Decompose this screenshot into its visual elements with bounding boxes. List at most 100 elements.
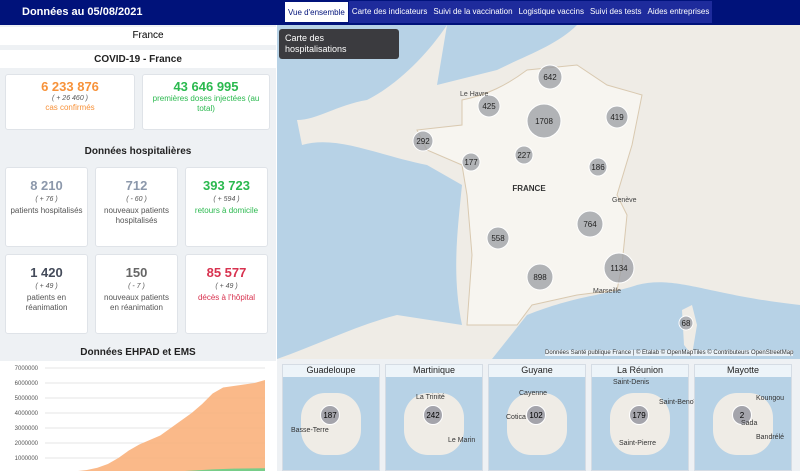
cluster-bubble xyxy=(605,105,629,129)
cluster-count: 425 xyxy=(482,102,496,111)
area xyxy=(78,380,265,471)
y-tick-label: 6000000 xyxy=(15,381,39,387)
y-tick-label: 5000000 xyxy=(15,396,39,402)
place-label: Saint-Pierre xyxy=(619,440,656,447)
card-value: 1 420 xyxy=(30,265,63,280)
card-label: nouveaux patients en réanimation xyxy=(104,293,169,312)
cluster-bubble xyxy=(486,226,510,250)
cluster-bubble xyxy=(514,145,534,165)
cluster-bubble: 102 xyxy=(526,405,546,425)
cluster-bubble xyxy=(526,103,562,139)
card-label: patients hospitalisés xyxy=(10,206,83,215)
card-delta: ( + 49 ) xyxy=(215,283,238,290)
kpi-label: premières doses injectées (au total) xyxy=(152,94,260,113)
overseas-name: Martinique xyxy=(386,365,482,377)
kpi-label: cas confirmés xyxy=(45,103,95,112)
tab[interactable]: Logistique vaccins xyxy=(518,7,584,16)
cluster-count: 186 xyxy=(591,163,605,172)
cluster-count: 764 xyxy=(583,220,597,229)
city-label: Le Havre xyxy=(460,91,489,98)
section-title: COVID-19 - France xyxy=(0,50,276,68)
hospital-card: 712 ( - 60 ) nouveaux patients hospitalisé… xyxy=(95,167,178,247)
selector-text: Carte des hospitalisations xyxy=(285,33,347,54)
hospital-card: 8 210 ( + 76 ) patients hospitalisés xyxy=(5,167,88,247)
overseas-name: La Réunion xyxy=(592,365,688,377)
map: 642 425 1708 419 292 177 227 186 764 558 898 1134 68… xyxy=(277,25,800,359)
hospital-card: 85 577 ( + 49 ) décès à l'hôpital xyxy=(185,254,268,334)
cluster-bubble xyxy=(576,210,604,238)
tabs: Vue d'ensemble Carte des indicateurs Suivi… xyxy=(284,1,713,23)
cluster-bubble xyxy=(588,157,608,177)
card-delta: ( - 7 ) xyxy=(128,283,145,290)
card-value: 85 577 xyxy=(206,265,247,280)
place-label: Cayenne xyxy=(519,390,548,397)
kpi-card: 43 646 995 premières doses injectées (au … xyxy=(142,74,270,130)
card-delta: ( - 60 ) xyxy=(126,196,147,203)
overseas-map: Martinique 242 La Trinité Le Marin xyxy=(385,364,483,471)
overseas-name: Guadeloupe xyxy=(283,365,379,377)
place-label: Basse-Terre xyxy=(291,427,329,434)
place-label: Cotica xyxy=(506,414,526,421)
cluster-count: 558 xyxy=(491,234,505,243)
city-label: Genève xyxy=(612,197,637,204)
cluster-count: 68 xyxy=(682,319,691,328)
overseas-map: Mayotte 2 Koungou Sada Bandrélé xyxy=(694,364,792,471)
place-label: Le Marin xyxy=(448,437,476,444)
cluster-count: 177 xyxy=(464,158,478,167)
section-title: Données hospitalières xyxy=(84,146,192,157)
overseas-name: Mayotte xyxy=(695,365,791,377)
country-label: FRANCE xyxy=(512,184,546,193)
cluster-count: 292 xyxy=(416,137,430,146)
cluster-count: 642 xyxy=(543,73,557,82)
region: France xyxy=(0,27,276,45)
cluster-count: 1708 xyxy=(535,117,553,126)
section-title: Données EHPAD et EMS xyxy=(80,347,196,358)
cluster-bubble xyxy=(678,315,694,331)
card-delta: ( + 76 ) xyxy=(35,196,58,203)
tab[interactable]: Aides entreprises xyxy=(647,7,710,16)
card-value: 8 210 xyxy=(30,178,63,193)
tab[interactable]: Suivi de la vaccination xyxy=(433,7,513,16)
cluster-bubble xyxy=(603,252,635,284)
place-label: Koungou xyxy=(756,395,785,402)
tab[interactable]: Vue d'ensemble xyxy=(284,1,349,23)
cluster-bubble: 179 xyxy=(629,405,649,425)
y-tick-label: 4000000 xyxy=(15,411,39,417)
overseas-map: Guadeloupe 187 Basse-Terre xyxy=(282,364,380,471)
cluster-bubble: 187 xyxy=(320,405,340,425)
map-selector[interactable]: Carte des hospitalisations xyxy=(279,29,399,59)
card-label: retours à domicile xyxy=(194,206,259,215)
card-delta: ( + 594 ) xyxy=(213,196,240,203)
card-label: nouveaux patients hospitalisés xyxy=(104,206,169,225)
card-value: 712 xyxy=(125,178,148,193)
y-tick-label: 2000000 xyxy=(15,441,39,447)
place-label: Saint-Denis xyxy=(613,379,650,386)
kpi-value: 43 646 995 xyxy=(173,79,239,94)
hospital-card: 1 420 ( + 49 ) patients en réanimation xyxy=(5,254,88,334)
card-value: 393 723 xyxy=(203,178,250,193)
cluster-bubble xyxy=(477,94,501,118)
place-label: Sada xyxy=(741,420,758,427)
cluster-bubble xyxy=(537,64,563,90)
cluster-count: 1134 xyxy=(610,264,628,273)
overseas-name: Guyane xyxy=(489,365,585,377)
kpi-value: 6 233 876 xyxy=(41,79,99,94)
attribution: Données Santé publique France | © Etalab… xyxy=(545,350,794,356)
hospital-card: 150 ( - 7 ) nouveaux patients en réanimati… xyxy=(95,254,178,334)
y-tick-label: 3000000 xyxy=(15,426,39,432)
ehpad-chart: 1000000 2000000 3000000 4000000 5000000 60000… xyxy=(0,361,276,471)
date: Données au 05/08/2021 xyxy=(22,6,143,18)
y-tick-label: 7000000 xyxy=(15,366,39,372)
y-tick-label: 1000000 xyxy=(15,456,39,462)
cluster-count: 898 xyxy=(533,273,547,282)
overseas-map: La Réunion 179 Saint-Denis Saint-Benoît Sain… xyxy=(591,364,698,471)
hospital-card: 393 723 ( + 594 ) retours à domicile xyxy=(185,167,268,247)
card-value: 150 xyxy=(125,265,148,280)
tab[interactable]: Suivi des tests xyxy=(589,7,642,16)
overseas-map: Guyane 102 Cayenne Cotica xyxy=(488,364,586,471)
tab[interactable]: Carte des indicateurs xyxy=(351,7,428,16)
card-delta: ( + 49 ) xyxy=(35,283,58,290)
place-label: Bandrélé xyxy=(756,434,785,441)
kpi-delta: ( + 26 460 ) xyxy=(52,95,88,102)
